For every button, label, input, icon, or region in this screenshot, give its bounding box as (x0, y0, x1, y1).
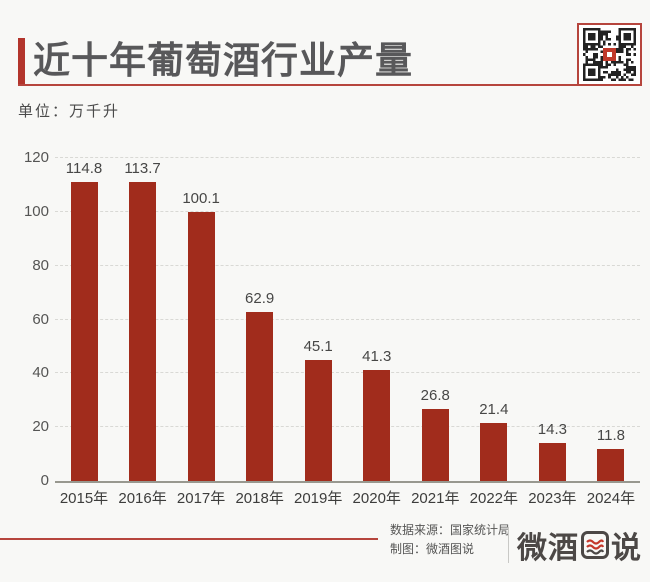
x-axis-label: 2023年 (528, 490, 577, 507)
bar (538, 442, 566, 481)
production-bar-chart: 0 20 40 60 80 100 120 114.8 2015年 113.7 2016年 100.… (24, 149, 640, 507)
chart-credit-label: 制图：微酒图说 (390, 542, 475, 556)
y-axis-label: 120 (23, 149, 49, 166)
bar-group-2022年: 21.4 2022年 (465, 160, 523, 507)
gridline (55, 318, 640, 320)
bar-value-label: 26.8 (420, 386, 450, 404)
bar (421, 408, 449, 481)
y-axis-label: 40 (32, 364, 49, 382)
bar-group-2019年: 45.1 2019年 (289, 160, 347, 507)
title-underline (18, 84, 578, 86)
y-axis-label: 60 (32, 310, 49, 328)
x-axis-label: 2018年 (235, 490, 284, 507)
title-accent-bar (18, 38, 25, 85)
x-axis-label: 2022年 (469, 490, 519, 507)
x-axis-label: 2015年 (59, 490, 109, 507)
gridline (55, 210, 640, 212)
bar-group-2018年: 62.9 2018年 (231, 160, 289, 507)
page-title: 近十年葡萄酒行业产量 (33, 40, 413, 81)
bar-value-label: 100.1 (182, 189, 220, 207)
y-axis-label: 20 (32, 418, 49, 436)
bar-value-label: 113.7 (124, 160, 161, 177)
x-axis-label: 2024年 (586, 490, 636, 507)
bar-value-label: 45.1 (303, 337, 333, 355)
bars-row: 114.8 2015年 113.7 2016年 100.1 2017年 62.9 2018年 4… (55, 160, 640, 507)
footer-divider (508, 527, 509, 563)
gridline (55, 264, 640, 266)
bar-group-2024年: 11.8 2024年 (582, 160, 640, 507)
bar-group-2015年: 114.8 2015年 (55, 160, 113, 507)
y-axis-label: 0 (40, 472, 49, 489)
x-axis-label: 2021年 (411, 490, 460, 507)
bar-value-label: 21.4 (479, 401, 509, 419)
footer-text: 数据来源：国家统计局 制图：微酒图说 (390, 521, 510, 559)
unit-label: 单位：万千升 (18, 103, 121, 120)
footer-rule (0, 538, 378, 540)
bar (246, 311, 274, 481)
bar-value-label: 62.9 (245, 289, 275, 307)
x-axis-label: 2017年 (176, 490, 226, 507)
x-axis-label: 2016年 (118, 490, 167, 507)
y-axis-label: 100 (23, 202, 49, 220)
bar (480, 423, 508, 481)
logo-suffix: 说 (611, 532, 642, 565)
bar (597, 449, 625, 481)
bar-value-label: 114.8 (65, 160, 103, 177)
x-axis-label: 2020年 (352, 490, 401, 507)
gridline (55, 426, 640, 428)
bar-value-label: 14.3 (537, 420, 567, 438)
bar (70, 182, 98, 481)
data-source-label: 数据来源：国家统计局 (390, 523, 511, 537)
bar-value-label: 41.3 (362, 347, 392, 365)
bar-value-label: 11.8 (596, 427, 625, 445)
bar (187, 211, 215, 481)
bar (363, 369, 391, 481)
bar-group-2020年: 41.3 2020年 (348, 160, 406, 507)
bar-group-2017年: 100.1 2017年 (172, 160, 230, 507)
logo-prefix: 微酒 (517, 532, 579, 565)
logo-wave-icon (581, 531, 609, 559)
bar-group-2023年: 14.3 2023年 (523, 160, 581, 507)
bar (129, 182, 157, 481)
qr-code-pattern (583, 28, 636, 81)
bar (304, 359, 332, 481)
gridline (55, 372, 640, 374)
x-axis-label: 2019年 (294, 490, 343, 507)
logo-weijiutushuo: 微酒 说 (517, 527, 642, 565)
gridline (55, 157, 640, 158)
bar-group-2016年: 113.7 2016年 (114, 160, 172, 507)
qr-code (577, 23, 642, 86)
bar-group-2021年: 26.8 2021年 (406, 160, 464, 507)
y-axis-label: 80 (32, 256, 49, 274)
